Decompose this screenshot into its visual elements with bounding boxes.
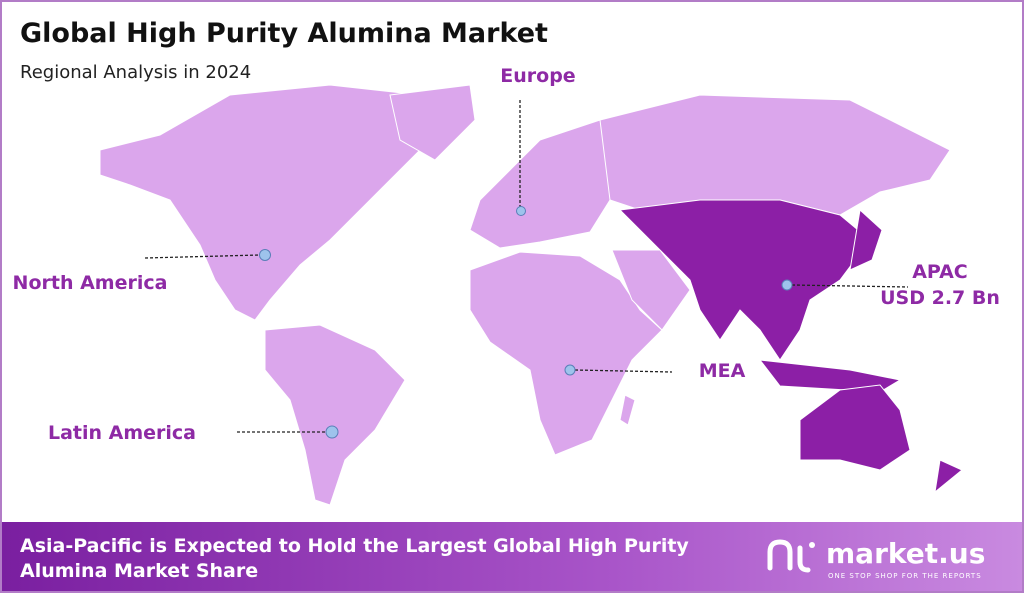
footer-band — [2, 522, 1022, 591]
world-map — [99, 84, 963, 506]
region-label: MEA — [699, 360, 746, 382]
region-label: APAC — [912, 261, 968, 283]
logo-text: market.us — [826, 537, 985, 570]
footer-text: Alumina Market Share — [20, 560, 258, 582]
region-markers — [144, 100, 909, 439]
region-label: North America — [13, 272, 168, 294]
logo-icon — [767, 539, 815, 573]
subtitle: Regional Analysis in 2024 — [20, 62, 251, 83]
title: Global High Purity Alumina Market — [20, 18, 548, 49]
region-label: Europe — [500, 65, 575, 87]
region-value: USD 2.7 Bn — [880, 287, 1000, 309]
region-label: Latin America — [48, 422, 196, 444]
footer-text: Asia-Pacific is Expected to Hold the Lar… — [20, 535, 689, 557]
logo-tagline: ONE STOP SHOP FOR THE REPORTS — [828, 572, 982, 580]
